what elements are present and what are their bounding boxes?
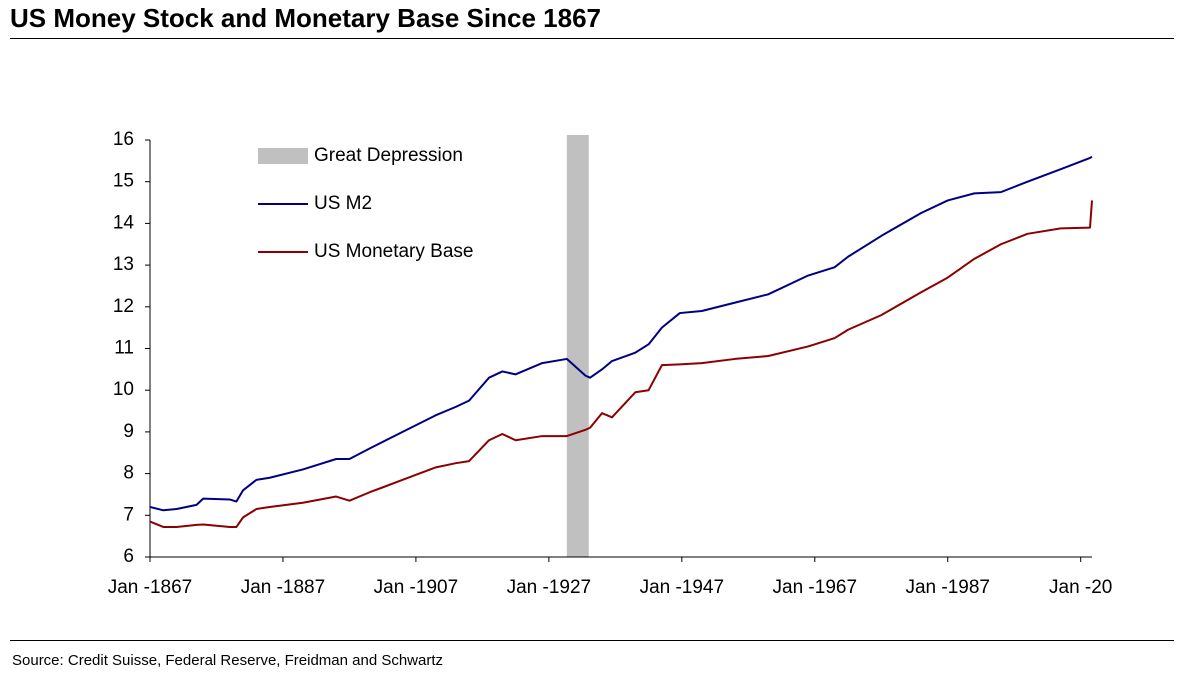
x-tick-label: Jan -1867 (108, 577, 193, 598)
x-tick-label: Jan -20 (1049, 577, 1112, 598)
y-tick-label: 10 (113, 379, 134, 400)
y-tick-label: 13 (113, 254, 134, 275)
y-tick-label: 7 (123, 504, 134, 525)
y-tick-label: 15 (113, 171, 134, 192)
x-tick-label: Jan -1927 (507, 577, 592, 598)
y-tick-label: 16 (113, 129, 134, 150)
y-tick-label: 14 (113, 212, 135, 233)
y-tick-label: 8 (123, 463, 134, 484)
source-note: Source: Credit Suisse, Federal Reserve, … (12, 652, 443, 669)
legend-swatch (258, 148, 308, 164)
chart-title: US Money Stock and Monetary Base Since 1… (10, 3, 601, 33)
y-tick-label: 11 (114, 338, 134, 359)
series-line (149, 200, 1093, 528)
legend-label: US M2 (314, 193, 372, 214)
y-tick-label: 9 (123, 421, 134, 442)
legend-label: US Monetary Base (314, 241, 473, 262)
y-tick-label: 6 (123, 546, 134, 567)
x-tick-label: Jan -1947 (640, 577, 725, 598)
series-line (149, 155, 1093, 512)
band (566, 135, 589, 557)
legend-label: Great Depression (314, 145, 463, 166)
x-tick-label: Jan -1987 (905, 577, 990, 598)
y-tick-label: 12 (113, 296, 134, 317)
x-tick-label: Jan -1967 (773, 577, 858, 598)
x-tick-label: Jan -1887 (241, 577, 326, 598)
x-tick-label: Jan -1907 (374, 577, 459, 598)
